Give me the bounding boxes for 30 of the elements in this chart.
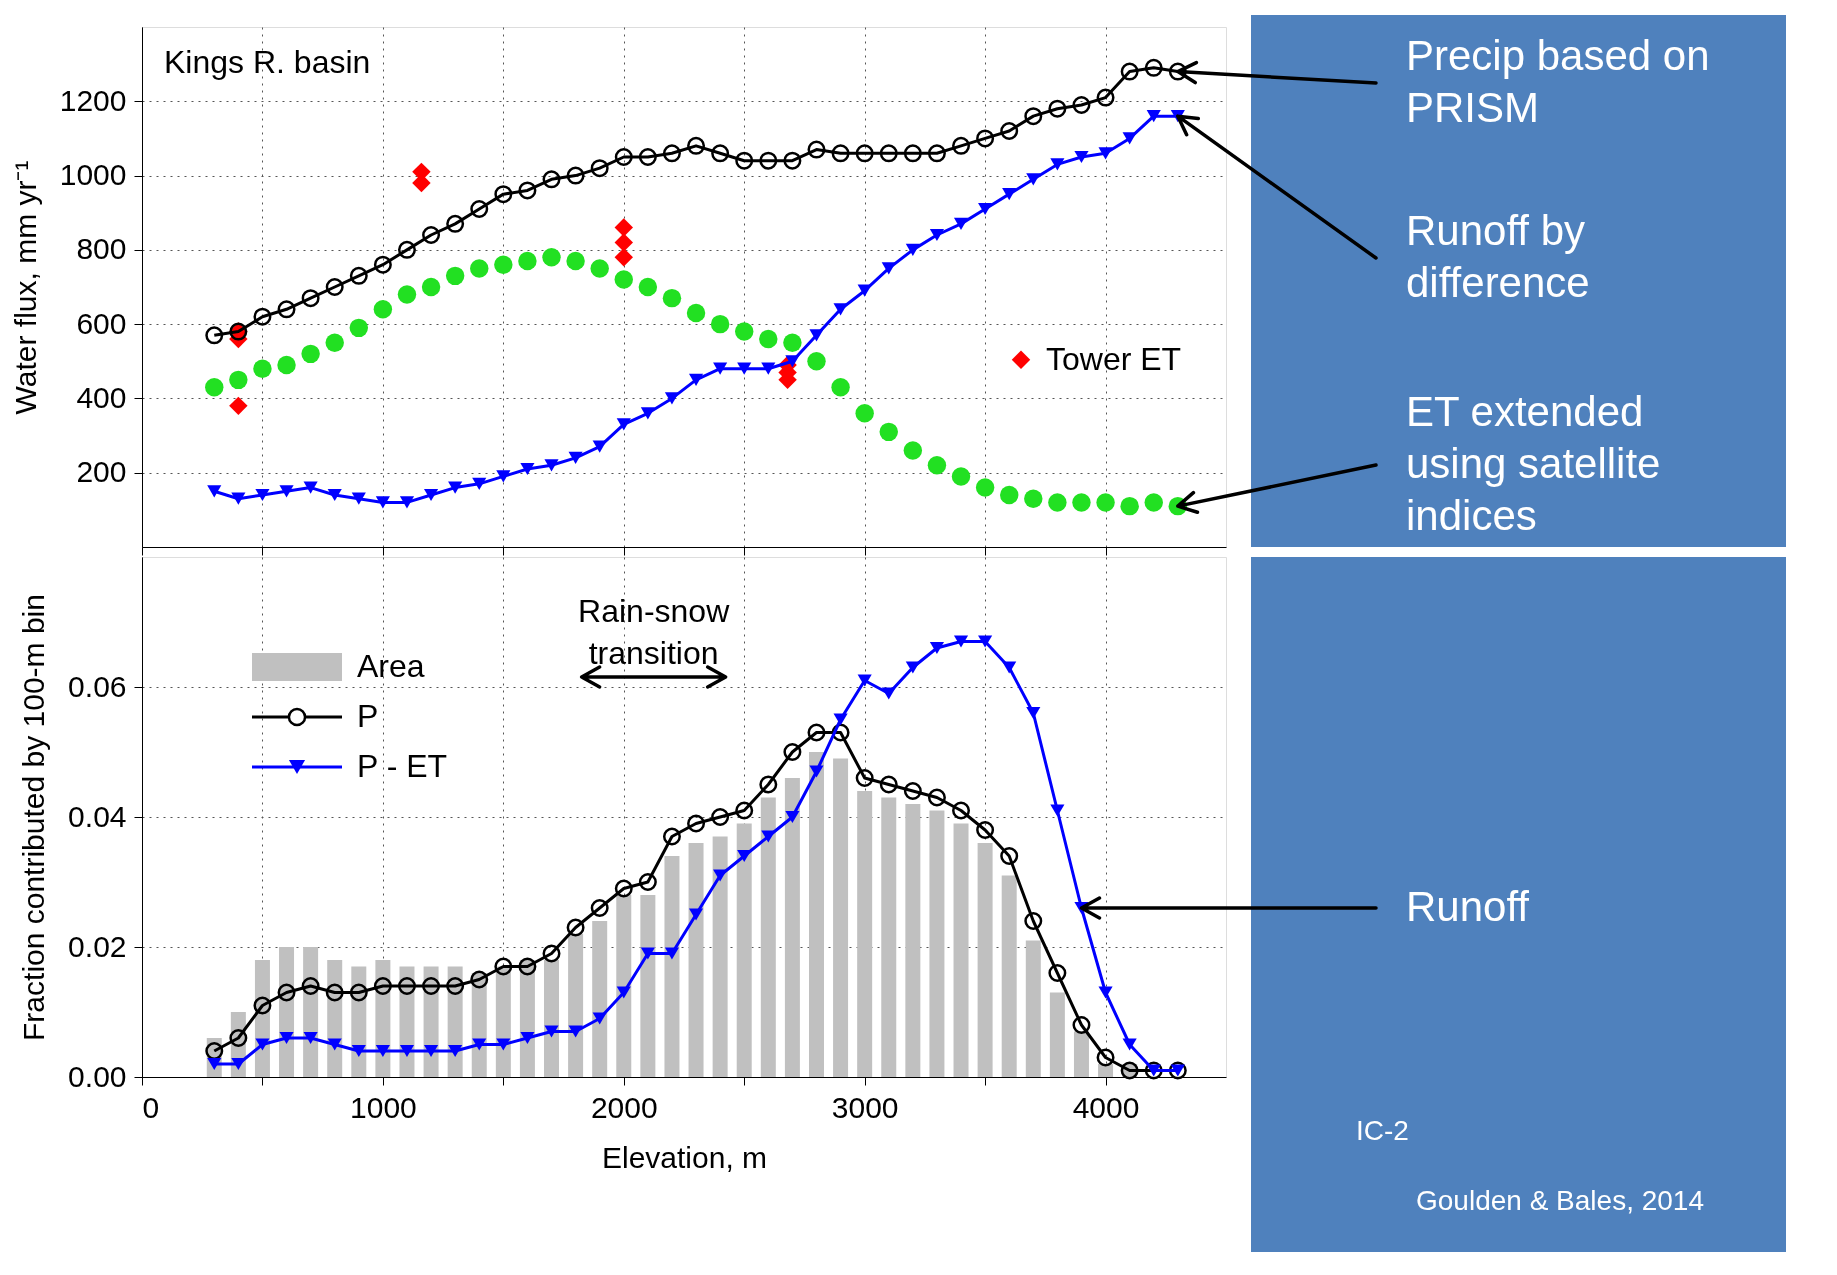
y-tick-label: 600 (76, 306, 127, 340)
legend-label: P - ET (357, 748, 448, 784)
y-tick-label: 800 (76, 232, 127, 266)
y-tick-label: 1000 (59, 158, 127, 192)
text: IC-2 (1356, 1115, 1409, 1146)
text: Goulden & Bales, 2014 (1416, 1185, 1704, 1216)
legend-label: P (357, 698, 379, 734)
y-tick-label: 200 (76, 455, 127, 489)
legend-label: Area (357, 648, 425, 684)
y-tick-label: 0.06 (68, 669, 127, 703)
x-tick-label: 2000 (590, 1090, 658, 1124)
text: Runoff by difference (1406, 207, 1590, 306)
text: Precip based on PRISM (1406, 32, 1710, 131)
x-tick-label: 4000 (1072, 1090, 1140, 1124)
text: Runoff (1406, 883, 1530, 930)
legend-label: Tower ET (1046, 340, 1182, 377)
y-axis-title: Fraction contributed by 100-m bin (17, 594, 51, 1041)
y-tick-label: 1200 (59, 83, 127, 117)
x-tick-label: 3000 (831, 1090, 899, 1124)
annotation: Rain-snow transition (578, 593, 731, 671)
y-tick-label: 0.00 (68, 1059, 127, 1093)
y-tick-label: 0.02 (68, 929, 127, 963)
x-tick-label: 0 (142, 1090, 160, 1124)
y-tick-label: 400 (76, 380, 127, 414)
y-axis-title: Water flux, mm yr⁻¹ (8, 160, 42, 415)
y-tick-label: 0.04 (68, 799, 127, 833)
annotation: Kings R. basin (164, 44, 371, 80)
x-axis-title: Elevation, m (601, 1140, 768, 1174)
x-tick-label: 1000 (350, 1090, 417, 1124)
text: ET extended using satellite indices (1406, 388, 1661, 539)
